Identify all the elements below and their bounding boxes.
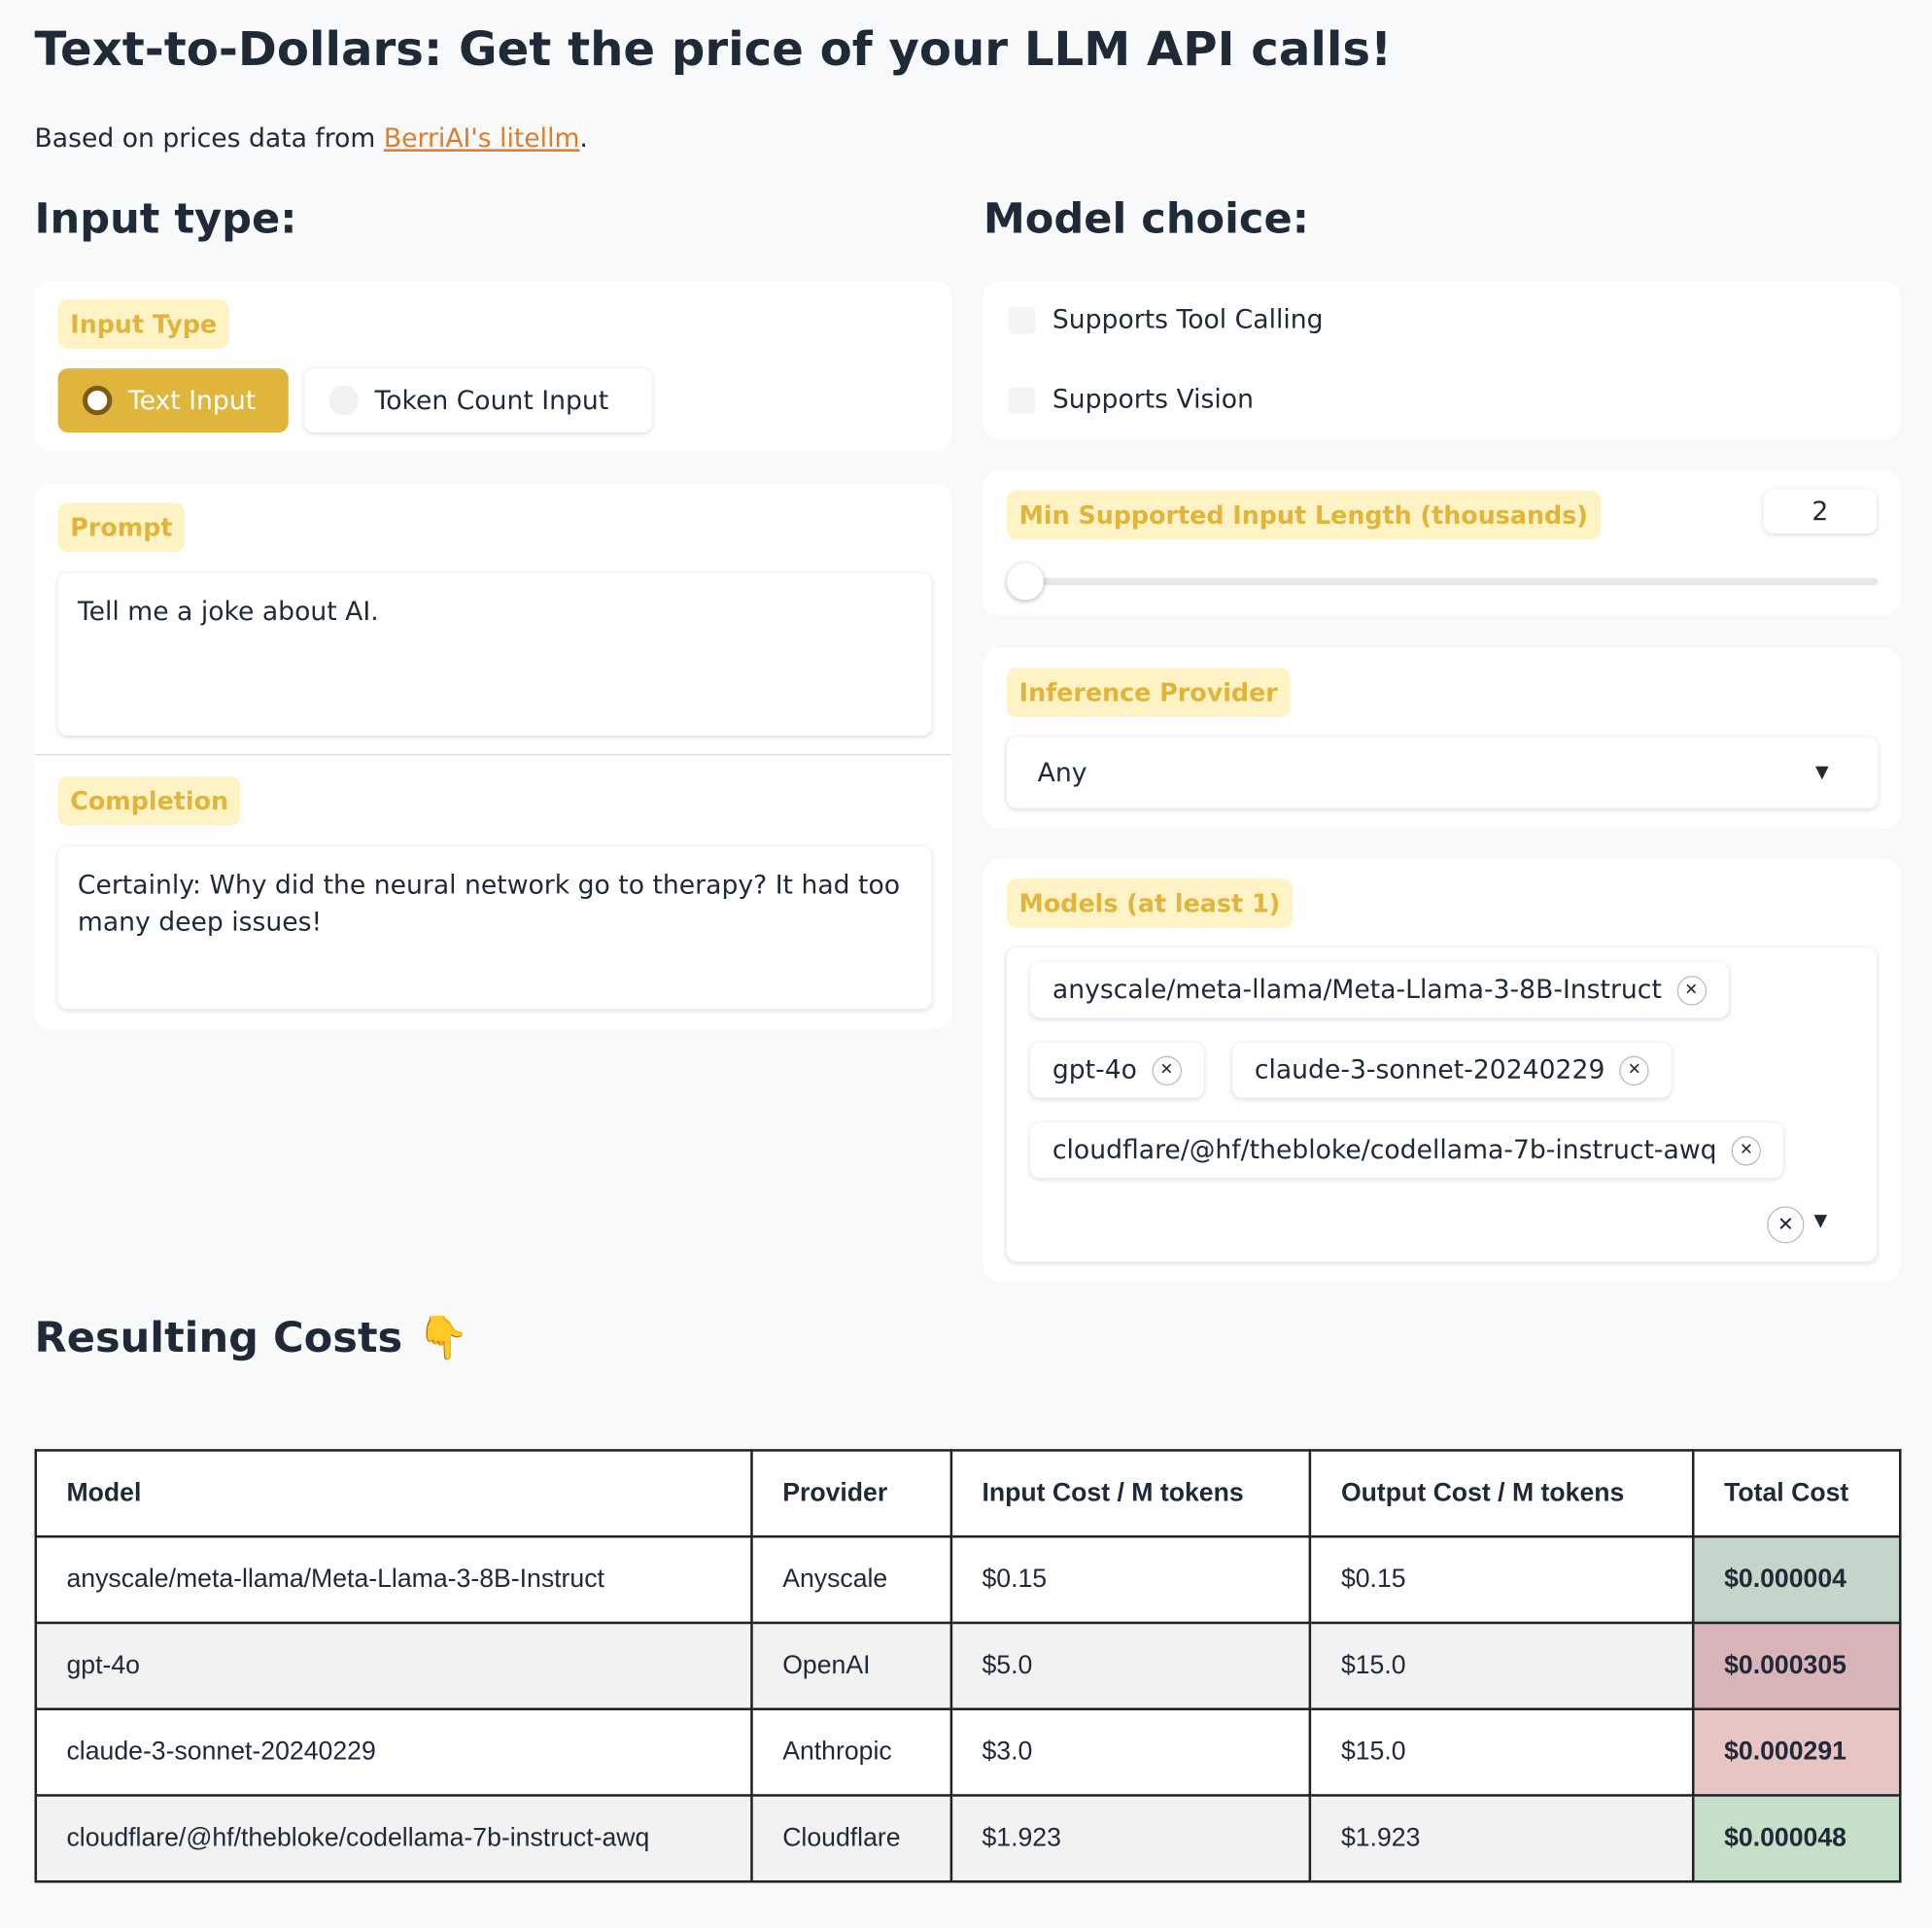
- table-cell: gpt-4o: [34, 1621, 753, 1710]
- table-cell: $0.15: [949, 1534, 1312, 1625]
- dropdown-arrow: ▼: [1815, 762, 1829, 783]
- results-heading: Resulting Costs 👇: [34, 1313, 469, 1363]
- table-cell: Anthropic: [750, 1707, 953, 1797]
- table-cell: $15.0: [1308, 1621, 1695, 1710]
- input-type-panel: Input Type Text Input Token Count Input: [34, 281, 951, 452]
- subtitle-text: Based on prices data from: [34, 122, 384, 154]
- model-chip[interactable]: anyscale/meta-llama/Meta-Llama-3-8B-Inst…: [1030, 962, 1729, 1018]
- table-cell: $1.923: [1308, 1794, 1695, 1883]
- column-header: Output Cost / M tokens: [1308, 1449, 1695, 1538]
- option-label: Text Input: [127, 385, 257, 416]
- subtitle-end: .: [579, 122, 588, 154]
- subtitle: Based on prices data from BerriAI's lite…: [35, 123, 588, 153]
- table-cell: $0.15: [1308, 1534, 1695, 1625]
- checkbox-vision[interactable]: Supports Vision: [1008, 383, 1254, 415]
- slider-thumb[interactable]: [1006, 563, 1044, 601]
- checkbox-panel: Supports Tool Calling Supports Vision: [983, 281, 1901, 439]
- chip-label: claude-3-sonnet-20240229: [1254, 1054, 1605, 1084]
- provider-panel: Inference Provider Any ▼: [983, 647, 1901, 829]
- input-heading: Input type:: [34, 194, 297, 245]
- divider: [34, 754, 951, 756]
- table-cell: $3.0: [949, 1707, 1312, 1797]
- table-cell: cloudflare/@hf/thebloke/codellama-7b-ins…: [34, 1794, 753, 1883]
- slider-track[interactable]: [1024, 577, 1879, 586]
- table-row: anyscale/meta-llama/Meta-Llama-3-8B-Inst…: [34, 1534, 1902, 1625]
- radio-text-input[interactable]: Text Input: [57, 368, 289, 433]
- models-multiselect[interactable]: anyscale/meta-llama/Meta-Llama-3-8B-Inst…: [1006, 947, 1878, 1262]
- table-cell: anyscale/meta-llama/Meta-Llama-3-8B-Inst…: [34, 1534, 753, 1625]
- table-cell: $5.0: [949, 1621, 1312, 1710]
- checkbox-tool[interactable]: Supports Tool Calling: [1008, 303, 1324, 335]
- completion-textarea[interactable]: Certainly: Why did the neural network go…: [57, 846, 932, 1010]
- table-row: gpt-4o OpenAI $5.0 $15.0 $0.000305: [34, 1621, 1902, 1710]
- page-title: Text-to-Dollars: Get the price of your L…: [34, 21, 1393, 77]
- slider-panel: Min Supported Input Length (thousands) 2: [983, 470, 1901, 616]
- option-label: Token Count Input: [374, 385, 609, 416]
- model-chip[interactable]: claude-3-sonnet-20240229 ✕: [1232, 1042, 1672, 1098]
- model-heading: Model choice:: [983, 194, 1309, 245]
- checkbox-label: Supports Vision: [1052, 384, 1254, 415]
- column-header: Input Cost / M tokens: [949, 1449, 1312, 1538]
- column-header: Provider: [750, 1449, 953, 1538]
- table-cell: OpenAI: [750, 1621, 953, 1710]
- chip-label: gpt-4o: [1052, 1054, 1137, 1084]
- litellm-link[interactable]: BerriAI's litellm: [383, 122, 580, 154]
- table-cell: Anyscale: [750, 1534, 953, 1625]
- total-cost-cell: $0.000305: [1692, 1621, 1902, 1710]
- radio-circle: [328, 385, 359, 416]
- provider-dropdown[interactable]: Any ▼: [1006, 737, 1879, 809]
- table-cell: claude-3-sonnet-20240229: [34, 1707, 753, 1797]
- models-panel: Models (at least 1) anyscale/meta-llama/…: [983, 858, 1901, 1282]
- completion-label: Completion: [57, 775, 241, 826]
- prompt-label: Prompt: [57, 502, 186, 553]
- chip-label: anyscale/meta-llama/Meta-Llama-3-8B-Inst…: [1052, 974, 1662, 1005]
- dropdown-arrow[interactable]: ▼: [1813, 1211, 1828, 1231]
- prompt-textarea[interactable]: Tell me a joke about AI.: [57, 572, 932, 736]
- table-cell: $1.923: [949, 1794, 1312, 1883]
- provider-value: Any: [1037, 757, 1087, 788]
- model-chip[interactable]: cloudflare/@hf/thebloke/codellama-7b-ins…: [1030, 1122, 1783, 1179]
- provider-label: Inference Provider: [1006, 668, 1291, 717]
- models-label: Models (at least 1): [1006, 878, 1293, 928]
- radio-dot: [82, 385, 113, 416]
- text-panel: Prompt Tell me a joke about AI. Completi…: [34, 483, 951, 1029]
- checkbox-label: Supports Tool Calling: [1052, 304, 1324, 334]
- total-cost-cell: $0.000291: [1692, 1707, 1902, 1797]
- input-type-label: Input Type: [57, 299, 229, 349]
- clear-button[interactable]: ✕: [1767, 1206, 1805, 1244]
- min-length-input[interactable]: 2: [1763, 489, 1878, 534]
- table-cell: Cloudflare: [750, 1794, 953, 1883]
- column-header: Model: [34, 1449, 753, 1538]
- model-chip[interactable]: gpt-4o ✕: [1030, 1042, 1204, 1098]
- min-length-label: Min Supported Input Length (thousands): [1006, 490, 1601, 540]
- results-table: Model Provider Input Cost / M tokens Output…: [34, 1449, 1902, 1883]
- chip-label: cloudflare/@hf/thebloke/codellama-7b-ins…: [1052, 1134, 1717, 1165]
- total-cost-cell: $0.000004: [1692, 1534, 1902, 1625]
- table-cell: $15.0: [1308, 1707, 1695, 1797]
- radio-token-input[interactable]: Token Count Input: [304, 368, 652, 433]
- table-row: claude-3-sonnet-20240229 Anthropic $3.0 $15…: [34, 1707, 1902, 1797]
- total-cost-cell: $0.000048: [1692, 1794, 1902, 1883]
- column-header: Total Cost: [1692, 1449, 1902, 1538]
- table-row: cloudflare/@hf/thebloke/codellama-7b-ins…: [34, 1794, 1902, 1883]
